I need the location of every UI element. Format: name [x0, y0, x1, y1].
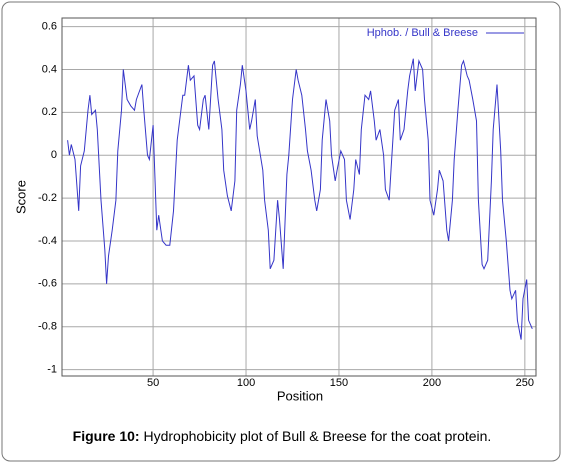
- y-tick-label: -0.6: [38, 278, 57, 290]
- x-tick-label: 50: [147, 377, 159, 389]
- x-tick-label: 250: [516, 377, 534, 389]
- x-tick-label: 200: [423, 377, 441, 389]
- y-tick-label: -1: [47, 363, 57, 375]
- plot-area: [61, 17, 537, 377]
- y-tick-label: -0.8: [38, 321, 57, 333]
- y-tick-label: -0.2: [38, 192, 57, 204]
- caption-text: Hydrophobicity plot of Bull & Breese for…: [143, 428, 491, 444]
- y-tick-label: -0.4: [38, 235, 57, 247]
- data-line: [67, 58, 533, 340]
- x-axis-label: Position: [277, 388, 323, 403]
- y-tick-label: 0.6: [42, 20, 57, 32]
- y-tick-label: 0.4: [42, 63, 57, 75]
- y-tick-label: 0: [51, 149, 57, 161]
- y-axis-label: Score: [13, 180, 28, 214]
- caption: Figure 10: Hydrophobicity plot of Bull &…: [73, 428, 492, 444]
- legend-label: Hphob. / Bull & Breese: [367, 27, 478, 39]
- caption-label: Figure 10:: [73, 428, 140, 444]
- x-tick-label: 150: [330, 377, 348, 389]
- y-tick-label: 0.2: [42, 106, 57, 118]
- x-tick-label: 100: [237, 377, 255, 389]
